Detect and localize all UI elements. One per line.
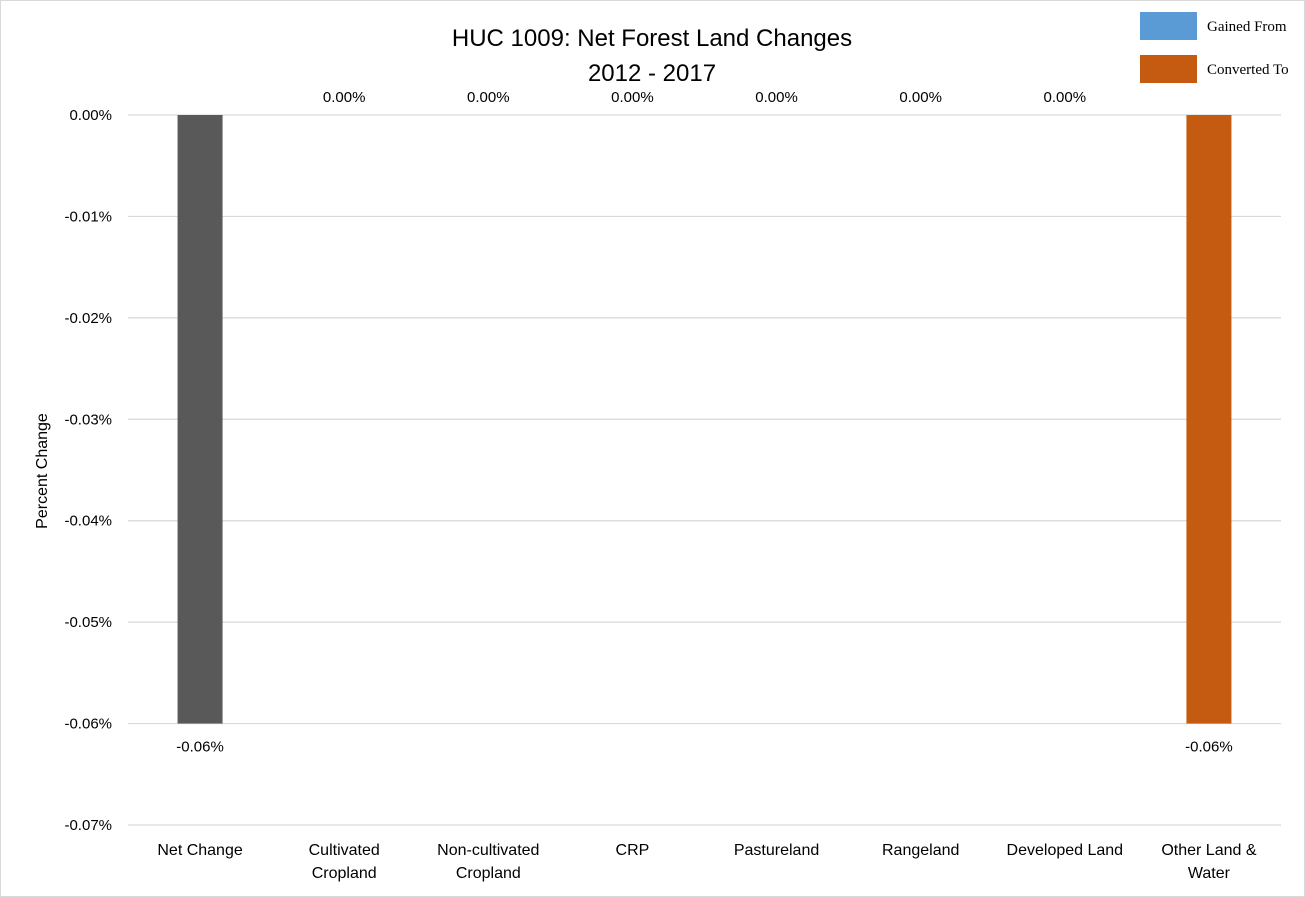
y-tick-label: 0.00%: [69, 107, 112, 124]
data-label: 0.00%: [899, 89, 942, 106]
x-axis-categories: Net Change Cultivated Cropland Non-cultivat…: [157, 842, 1256, 882]
x-tick-label: Developed Land: [1007, 842, 1124, 859]
x-tick-label: Net Change: [157, 842, 242, 859]
data-label: -0.06%: [176, 739, 224, 756]
legend-label-gained-from: Gained From: [1207, 19, 1287, 35]
data-label: 0.00%: [467, 89, 510, 106]
y-tick-label: -0.07%: [64, 817, 112, 834]
y-tick-label: -0.06%: [64, 716, 112, 733]
data-label: 0.00%: [755, 89, 798, 106]
y-axis-label: Percent Change: [34, 413, 51, 529]
chart-subtitle: 2012 - 2017: [588, 60, 716, 87]
x-tick-label: Rangeland: [882, 842, 959, 859]
x-tick-label: Other Land & Water: [1161, 842, 1257, 882]
y-tick-label: -0.03%: [64, 411, 112, 428]
x-tick-label: Non-cultivated Cropland: [437, 842, 539, 882]
data-label: -0.06%: [1185, 739, 1233, 756]
legend-swatch-gained-from: [1140, 12, 1197, 40]
x-tick-label: CRP: [616, 842, 650, 859]
y-tick-label: -0.01%: [64, 208, 112, 225]
legend-label-converted-to: Converted To: [1207, 62, 1289, 78]
y-tick-label: -0.02%: [64, 310, 112, 327]
legend: Gained From Converted To: [1140, 12, 1289, 83]
data-labels: -0.06% 0.00% 0.00% 0.00% 0.00% 0.00% 0.00% -0.0…: [176, 89, 1232, 756]
x-tick-label: Cultivated Cropland: [309, 842, 380, 882]
bars: [177, 115, 1232, 724]
bar-0: [177, 115, 223, 724]
y-tick-label: -0.04%: [64, 513, 112, 530]
gridlines: [128, 114, 1281, 826]
bar-7: [1186, 115, 1232, 724]
data-label: 0.00%: [1044, 89, 1087, 106]
y-tick-label: -0.05%: [64, 614, 112, 631]
y-axis-ticks: 0.00% -0.01% -0.02% -0.03% -0.04% -0.05% -0.06…: [64, 107, 112, 834]
chart-title: HUC 1009: Net Forest Land Changes: [452, 25, 852, 52]
x-tick-label: Pastureland: [734, 842, 819, 859]
data-label: 0.00%: [611, 89, 654, 106]
data-label: 0.00%: [323, 89, 366, 106]
legend-swatch-converted-to: [1140, 55, 1197, 83]
